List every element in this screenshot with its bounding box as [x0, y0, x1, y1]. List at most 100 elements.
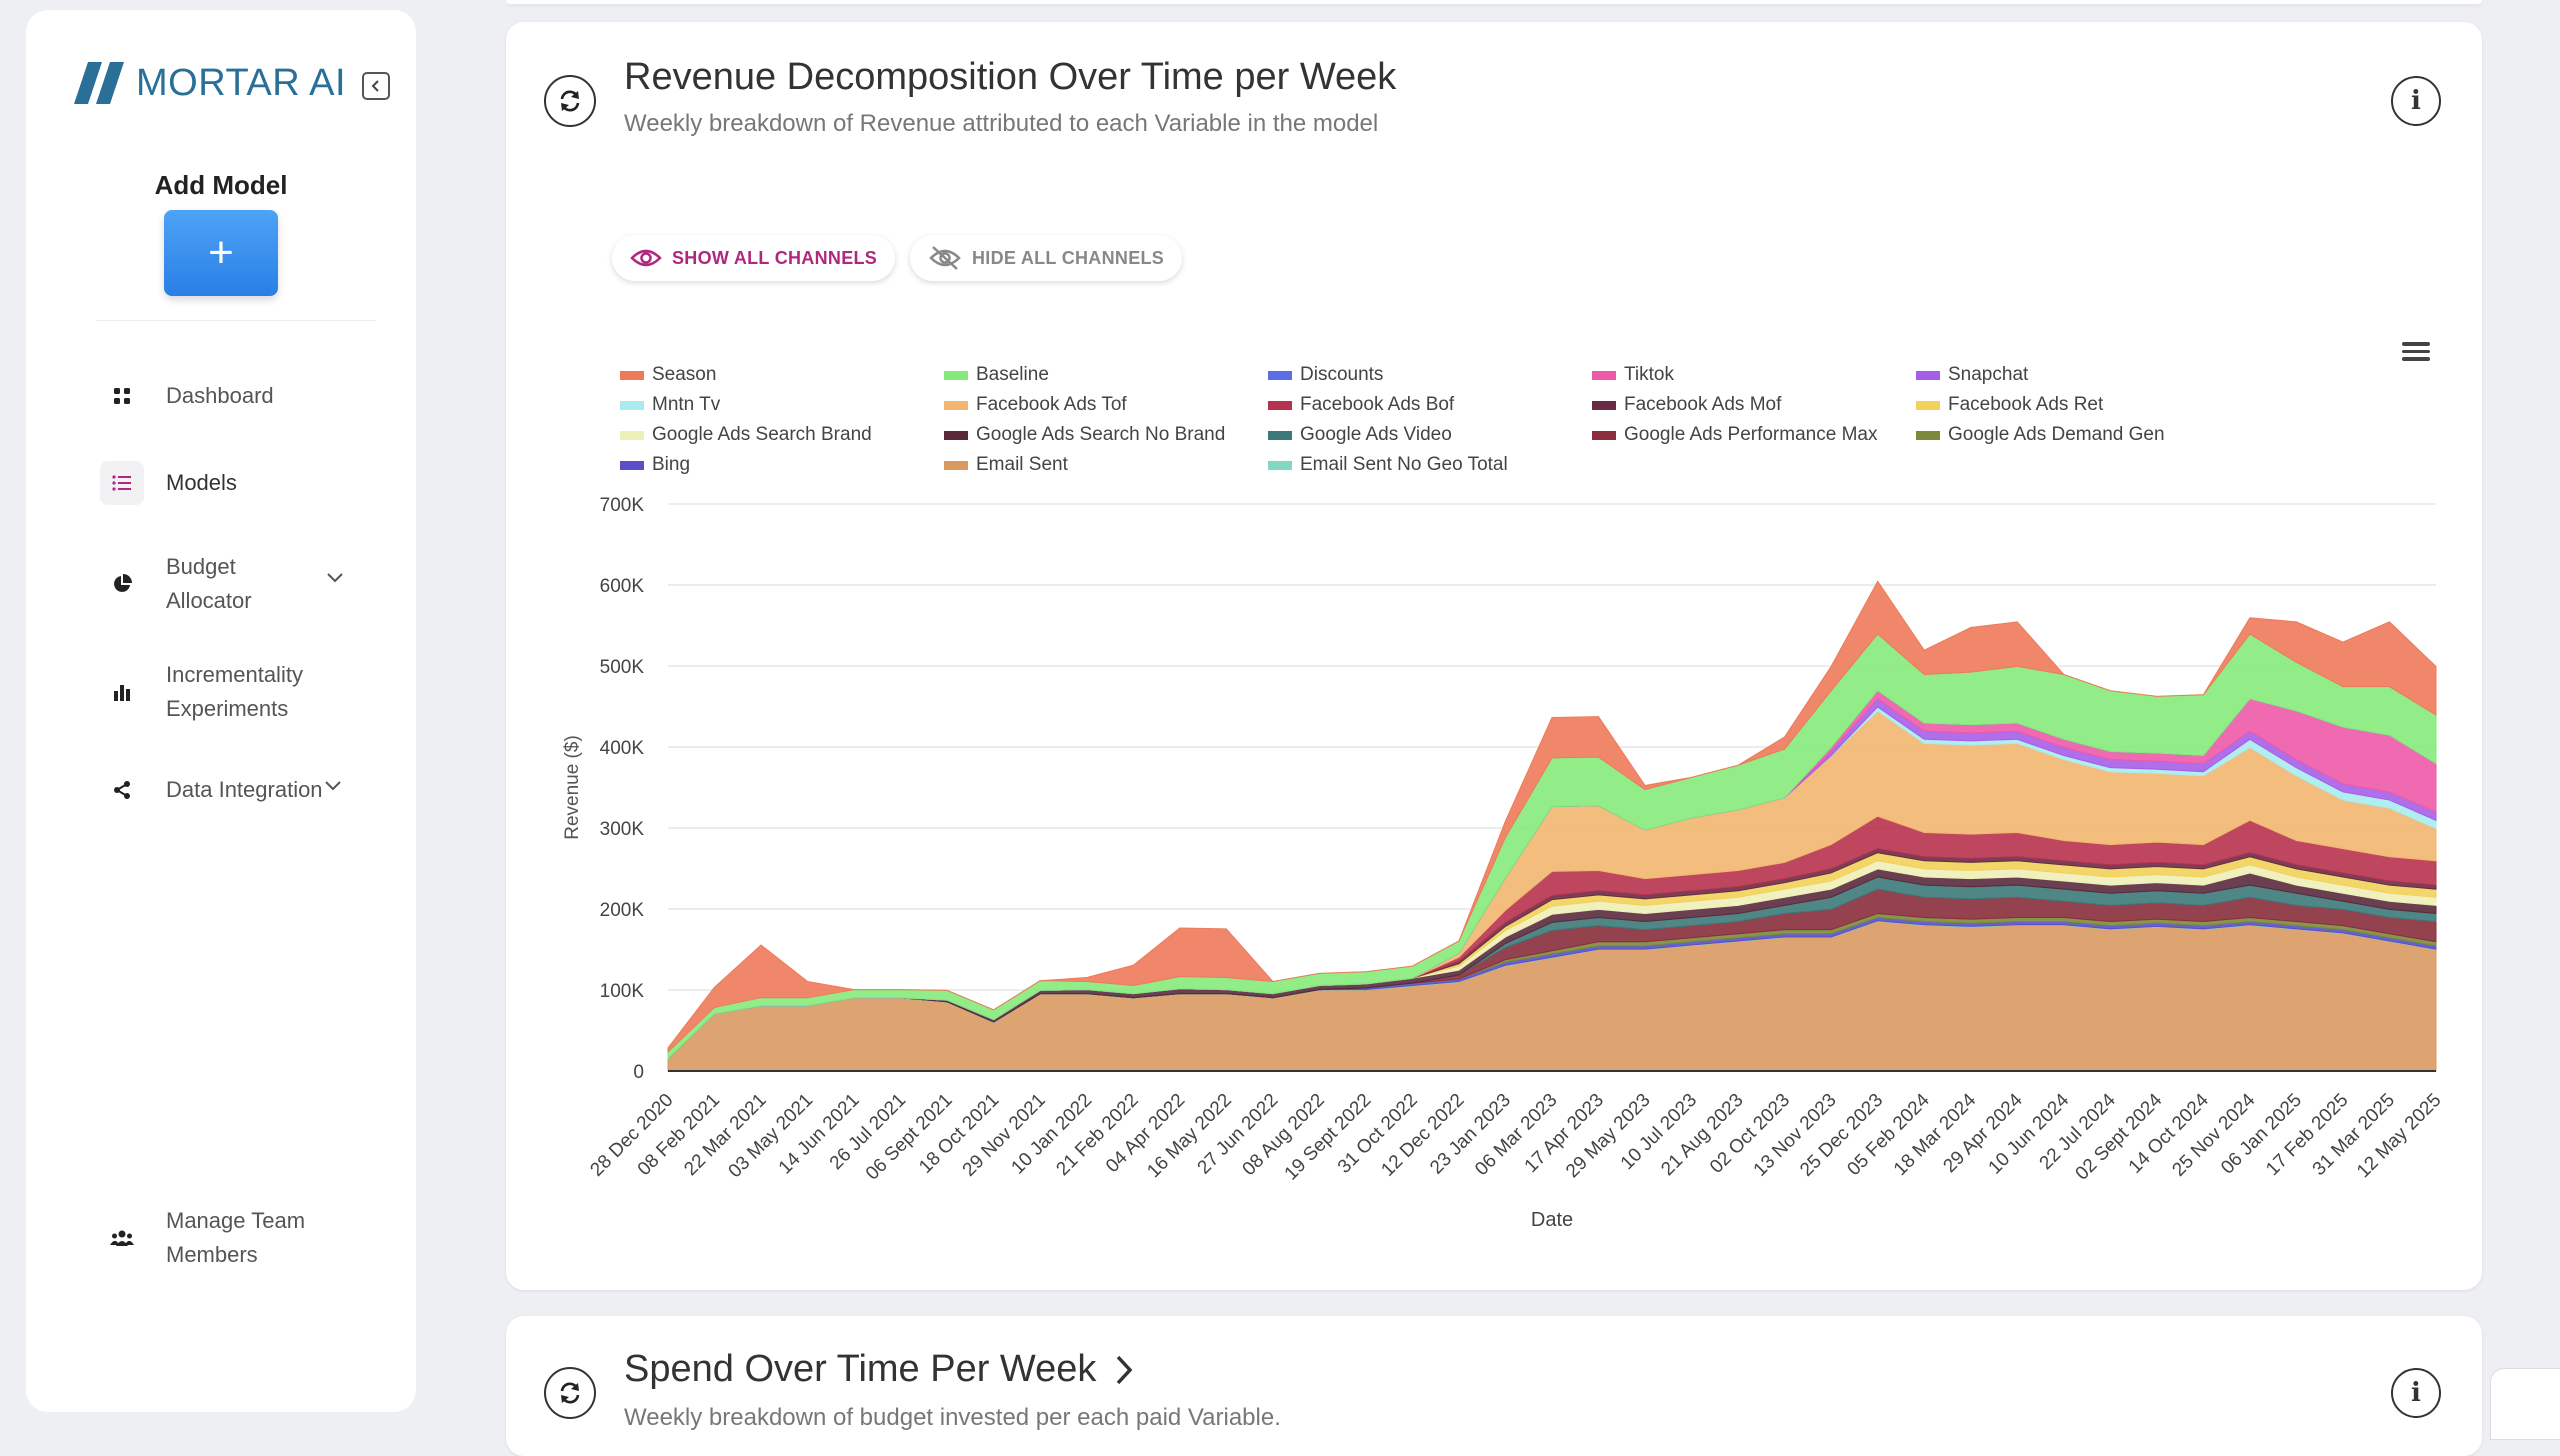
chart-menu-button[interactable]	[2402, 338, 2430, 365]
legend-swatch	[944, 460, 968, 470]
legend-item[interactable]: Facebook Ads Bof	[1268, 394, 1454, 416]
info-button[interactable]: i	[2391, 76, 2441, 126]
area-series-season[interactable]	[667, 580, 2437, 1054]
sidebar-divider	[96, 320, 376, 321]
legend-swatch	[1592, 400, 1616, 410]
legend-label: Google Ads Demand Gen	[1948, 424, 2165, 445]
spend-over-time-card	[506, 1316, 2482, 1456]
legend-item[interactable]: Facebook Ads Ret	[1916, 394, 2103, 416]
legend-item[interactable]: Email Sent	[944, 454, 1068, 476]
legend-swatch	[620, 400, 644, 410]
legend-swatch	[944, 430, 968, 440]
grid-icon	[100, 374, 144, 418]
chevron-down-icon[interactable]	[324, 780, 342, 792]
y-tick-label: 100K	[600, 981, 645, 1002]
legend-label: Facebook Ads Tof	[976, 394, 1127, 415]
y-tick-label: 400K	[600, 738, 645, 759]
legend-label: Facebook Ads Bof	[1300, 394, 1455, 415]
chevron-left-icon	[371, 80, 379, 92]
legend-label: Snapchat	[1948, 364, 2029, 385]
pie-chart-icon	[100, 562, 144, 606]
y-tick-label: 300K	[600, 819, 645, 840]
legend-label: Bing	[652, 454, 691, 475]
eye-off-icon	[929, 246, 961, 270]
sidebar-item-label: Dashboard	[166, 383, 274, 408]
legend-swatch	[620, 460, 644, 470]
sidebar-item-dashboard[interactable]: Dashboard	[100, 374, 274, 418]
legend-item[interactable]: Mntn Tv	[620, 394, 720, 416]
floating-widget-tab[interactable]	[2490, 1368, 2560, 1440]
card-title: Revenue Decomposition Over Time per Week	[624, 56, 1397, 98]
legend-swatch	[1268, 430, 1292, 440]
legend-item[interactable]: Season	[620, 364, 716, 386]
legend-item[interactable]: Facebook Ads Tof	[944, 394, 1127, 416]
legend-label: Email Sent	[976, 454, 1068, 475]
sidebar-item-label: Models	[166, 470, 237, 495]
sidebar-item-label: Budget Allocator	[166, 554, 252, 613]
x-axis-title: Date	[1531, 1209, 1573, 1231]
sidebar-item-models[interactable]: Models	[100, 461, 237, 505]
legend-swatch	[1592, 430, 1616, 440]
legend-swatch	[944, 370, 968, 380]
spend-card-title[interactable]: Spend Over Time Per Week	[624, 1348, 1134, 1391]
chevron-down-icon[interactable]	[326, 572, 344, 584]
legend-item[interactable]: Tiktok	[1592, 364, 1674, 386]
legend-item[interactable]: Google Ads Demand Gen	[1916, 424, 2165, 446]
legend-label: Google Ads Search No Brand	[976, 424, 1226, 445]
show-all-channels-button[interactable]: SHOW ALL CHANNELS	[612, 235, 896, 281]
legend-label: Facebook Ads Ret	[1948, 394, 2104, 415]
legend-item[interactable]: Facebook Ads Mof	[1592, 394, 1781, 416]
sidebar-item-budget-allocator[interactable]: Budget Allocator	[100, 550, 276, 618]
legend-swatch	[1916, 430, 1940, 440]
legend-item[interactable]: Snapchat	[1916, 364, 2028, 386]
legend-item[interactable]: Baseline	[944, 364, 1049, 386]
hide-all-channels-button[interactable]: HIDE ALL CHANNELS	[910, 235, 1183, 281]
legend-swatch	[620, 370, 644, 380]
legend-swatch	[1268, 460, 1292, 470]
sidebar-item-label: Manage Team Members	[166, 1208, 306, 1267]
refresh-icon	[560, 1382, 580, 1404]
info-icon: i	[2411, 1378, 2421, 1408]
y-tick-label: 200K	[600, 900, 645, 921]
legend-item[interactable]: Email Sent No Geo Total	[1268, 454, 1508, 476]
legend-swatch	[620, 430, 644, 440]
sidebar-item-data-integration[interactable]: Data Integration	[100, 768, 323, 812]
card-subtitle: Weekly breakdown of Revenue attributed t…	[624, 110, 1379, 137]
share-icon	[100, 768, 144, 812]
legend-label: Facebook Ads Mof	[1624, 394, 1782, 415]
sidebar-item-label: Incrementality Experiments	[166, 662, 303, 721]
collapse-sidebar-button[interactable]	[362, 72, 390, 100]
legend-swatch	[1268, 370, 1292, 380]
sidebar-item-label: Data Integration	[166, 777, 323, 802]
legend-item[interactable]: Discounts	[1268, 364, 1383, 386]
legend-swatch	[1916, 370, 1940, 380]
refresh-icon	[560, 90, 580, 112]
previous-card-edge	[506, 0, 2482, 4]
legend-item[interactable]: Google Ads Search Brand	[620, 424, 872, 446]
y-tick-label: 0	[633, 1062, 644, 1083]
add-model-button[interactable]: +	[164, 210, 278, 296]
legend-swatch	[944, 400, 968, 410]
legend-label: Email Sent No Geo Total	[1300, 454, 1508, 475]
legend-label: Discounts	[1300, 364, 1384, 385]
legend-item[interactable]: Bing	[620, 454, 690, 476]
refresh-button[interactable]	[544, 75, 596, 127]
card-subtitle: Weekly breakdown of budget invested per …	[624, 1404, 1281, 1431]
refresh-button[interactable]	[544, 1367, 596, 1419]
bar-chart-icon	[100, 670, 144, 714]
legend-label: Mntn Tv	[652, 394, 721, 415]
sidebar-item-incrementality-experiments[interactable]: Incrementality Experiments	[100, 658, 326, 726]
legend-item[interactable]: Google Ads Performance Max	[1592, 424, 1877, 446]
legend-label: Google Ads Search Brand	[652, 424, 872, 445]
legend-item[interactable]: Google Ads Search No Brand	[944, 424, 1225, 446]
brand-name: MORTAR AI	[136, 61, 347, 104]
sidebar-item-manage-team-members[interactable]: Manage Team Members	[100, 1204, 336, 1272]
show-all-channels-label: SHOW ALL CHANNELS	[672, 247, 878, 268]
add-model-title: Add Model	[154, 170, 288, 200]
info-button[interactable]: i	[2391, 1368, 2441, 1418]
legend-item[interactable]: Google Ads Video	[1268, 424, 1452, 446]
legend-label: Google Ads Video	[1300, 424, 1452, 445]
team-icon	[100, 1216, 144, 1260]
brand[interactable]: MORTAR AI	[74, 60, 346, 106]
